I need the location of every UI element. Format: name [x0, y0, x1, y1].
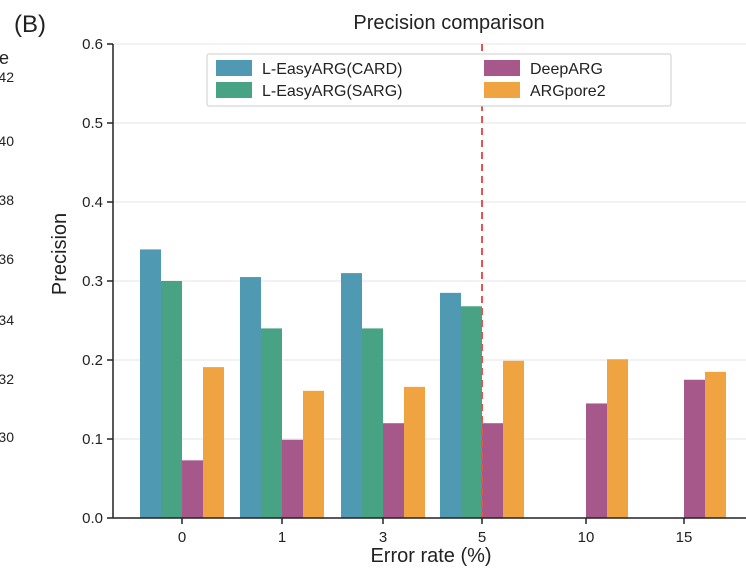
- y-tick-label: 0.2: [82, 352, 103, 369]
- bar-deeparg-5: [482, 423, 503, 518]
- x-tick-label: 10: [578, 529, 595, 546]
- x-tick-label: 3: [379, 529, 387, 546]
- legend-frame: [206, 53, 672, 107]
- legend-label: L-EasyARG(CARD): [262, 61, 402, 78]
- bar-l-easyarg-sarg--5: [461, 306, 482, 518]
- legend-swatch: [484, 82, 520, 98]
- left-panel-tick-label: 38: [0, 192, 14, 208]
- x-tick-layer: 0 1 3 5 10 15: [178, 518, 693, 546]
- grid-layer: [113, 43, 746, 440]
- bar-argpore2-10: [607, 359, 628, 518]
- x-tick-label: 0: [178, 529, 186, 546]
- bar-l-easyarg-sarg--3: [362, 328, 383, 518]
- chart-title: Precision comparison: [353, 12, 544, 34]
- bar-argpore2-3: [404, 386, 425, 518]
- x-tick-label: 5: [478, 529, 486, 546]
- x-tick-label: 15: [676, 529, 693, 546]
- left-panel-tick-label: 40: [0, 133, 14, 149]
- panel-label: (B): [14, 11, 46, 38]
- bar-deeparg-15: [684, 379, 705, 518]
- left-panel-tick-label: 30: [0, 429, 14, 445]
- bar-argpore2-5: [503, 360, 524, 518]
- y-tick-layer: 0.0 0.1 0.2 0.3 0.4 0.5 0.6: [82, 36, 113, 527]
- left-panel-fragment: e 42 40 38 36 34 32 30: [0, 48, 14, 445]
- bar-layer: [140, 249, 726, 518]
- legend-label: DeepARG: [530, 61, 603, 78]
- y-tick-label: 0.0: [82, 510, 103, 527]
- left-panel-tick-label: 36: [0, 251, 14, 267]
- x-axis-label: Error rate (%): [370, 545, 491, 567]
- left-panel-tick-label: 32: [0, 371, 14, 387]
- left-panel-title-fragment: e: [0, 48, 9, 68]
- legend: L-EasyARG(CARD) L-EasyARG(SARG) DeepARG ARG…: [206, 53, 672, 107]
- bar-deeparg-10: [586, 403, 607, 518]
- bar-deeparg-3: [383, 423, 404, 518]
- legend-swatch: [216, 82, 252, 98]
- legend-label: ARGpore2: [530, 83, 606, 100]
- bar-l-easyarg-card--1: [240, 277, 261, 518]
- bar-deeparg-1: [282, 439, 303, 518]
- bar-l-easyarg-card--5: [440, 292, 461, 518]
- legend-label: L-EasyARG(SARG): [262, 83, 402, 100]
- legend-swatch: [216, 60, 252, 76]
- bar-argpore2-15: [705, 371, 726, 518]
- bar-l-easyarg-sarg--1: [261, 328, 282, 518]
- bar-l-easyarg-card--3: [341, 273, 362, 518]
- bar-l-easyarg-card--0: [140, 249, 161, 518]
- bar-argpore2-1: [303, 390, 324, 518]
- x-tick-label: 1: [278, 529, 286, 546]
- bar-deeparg-0: [182, 460, 203, 518]
- left-panel-tick-label: 42: [0, 69, 14, 85]
- y-tick-label: 0.3: [82, 273, 103, 290]
- legend-swatch: [484, 60, 520, 76]
- bar-argpore2-0: [203, 367, 224, 518]
- y-axis-label: Precision: [49, 213, 71, 295]
- left-panel-tick-label: 34: [0, 312, 14, 328]
- y-tick-label: 0.5: [82, 115, 103, 132]
- y-tick-label: 0.1: [82, 431, 103, 448]
- y-tick-label: 0.4: [82, 194, 103, 211]
- y-tick-label: 0.6: [82, 36, 103, 53]
- bar-l-easyarg-sarg--0: [161, 281, 182, 518]
